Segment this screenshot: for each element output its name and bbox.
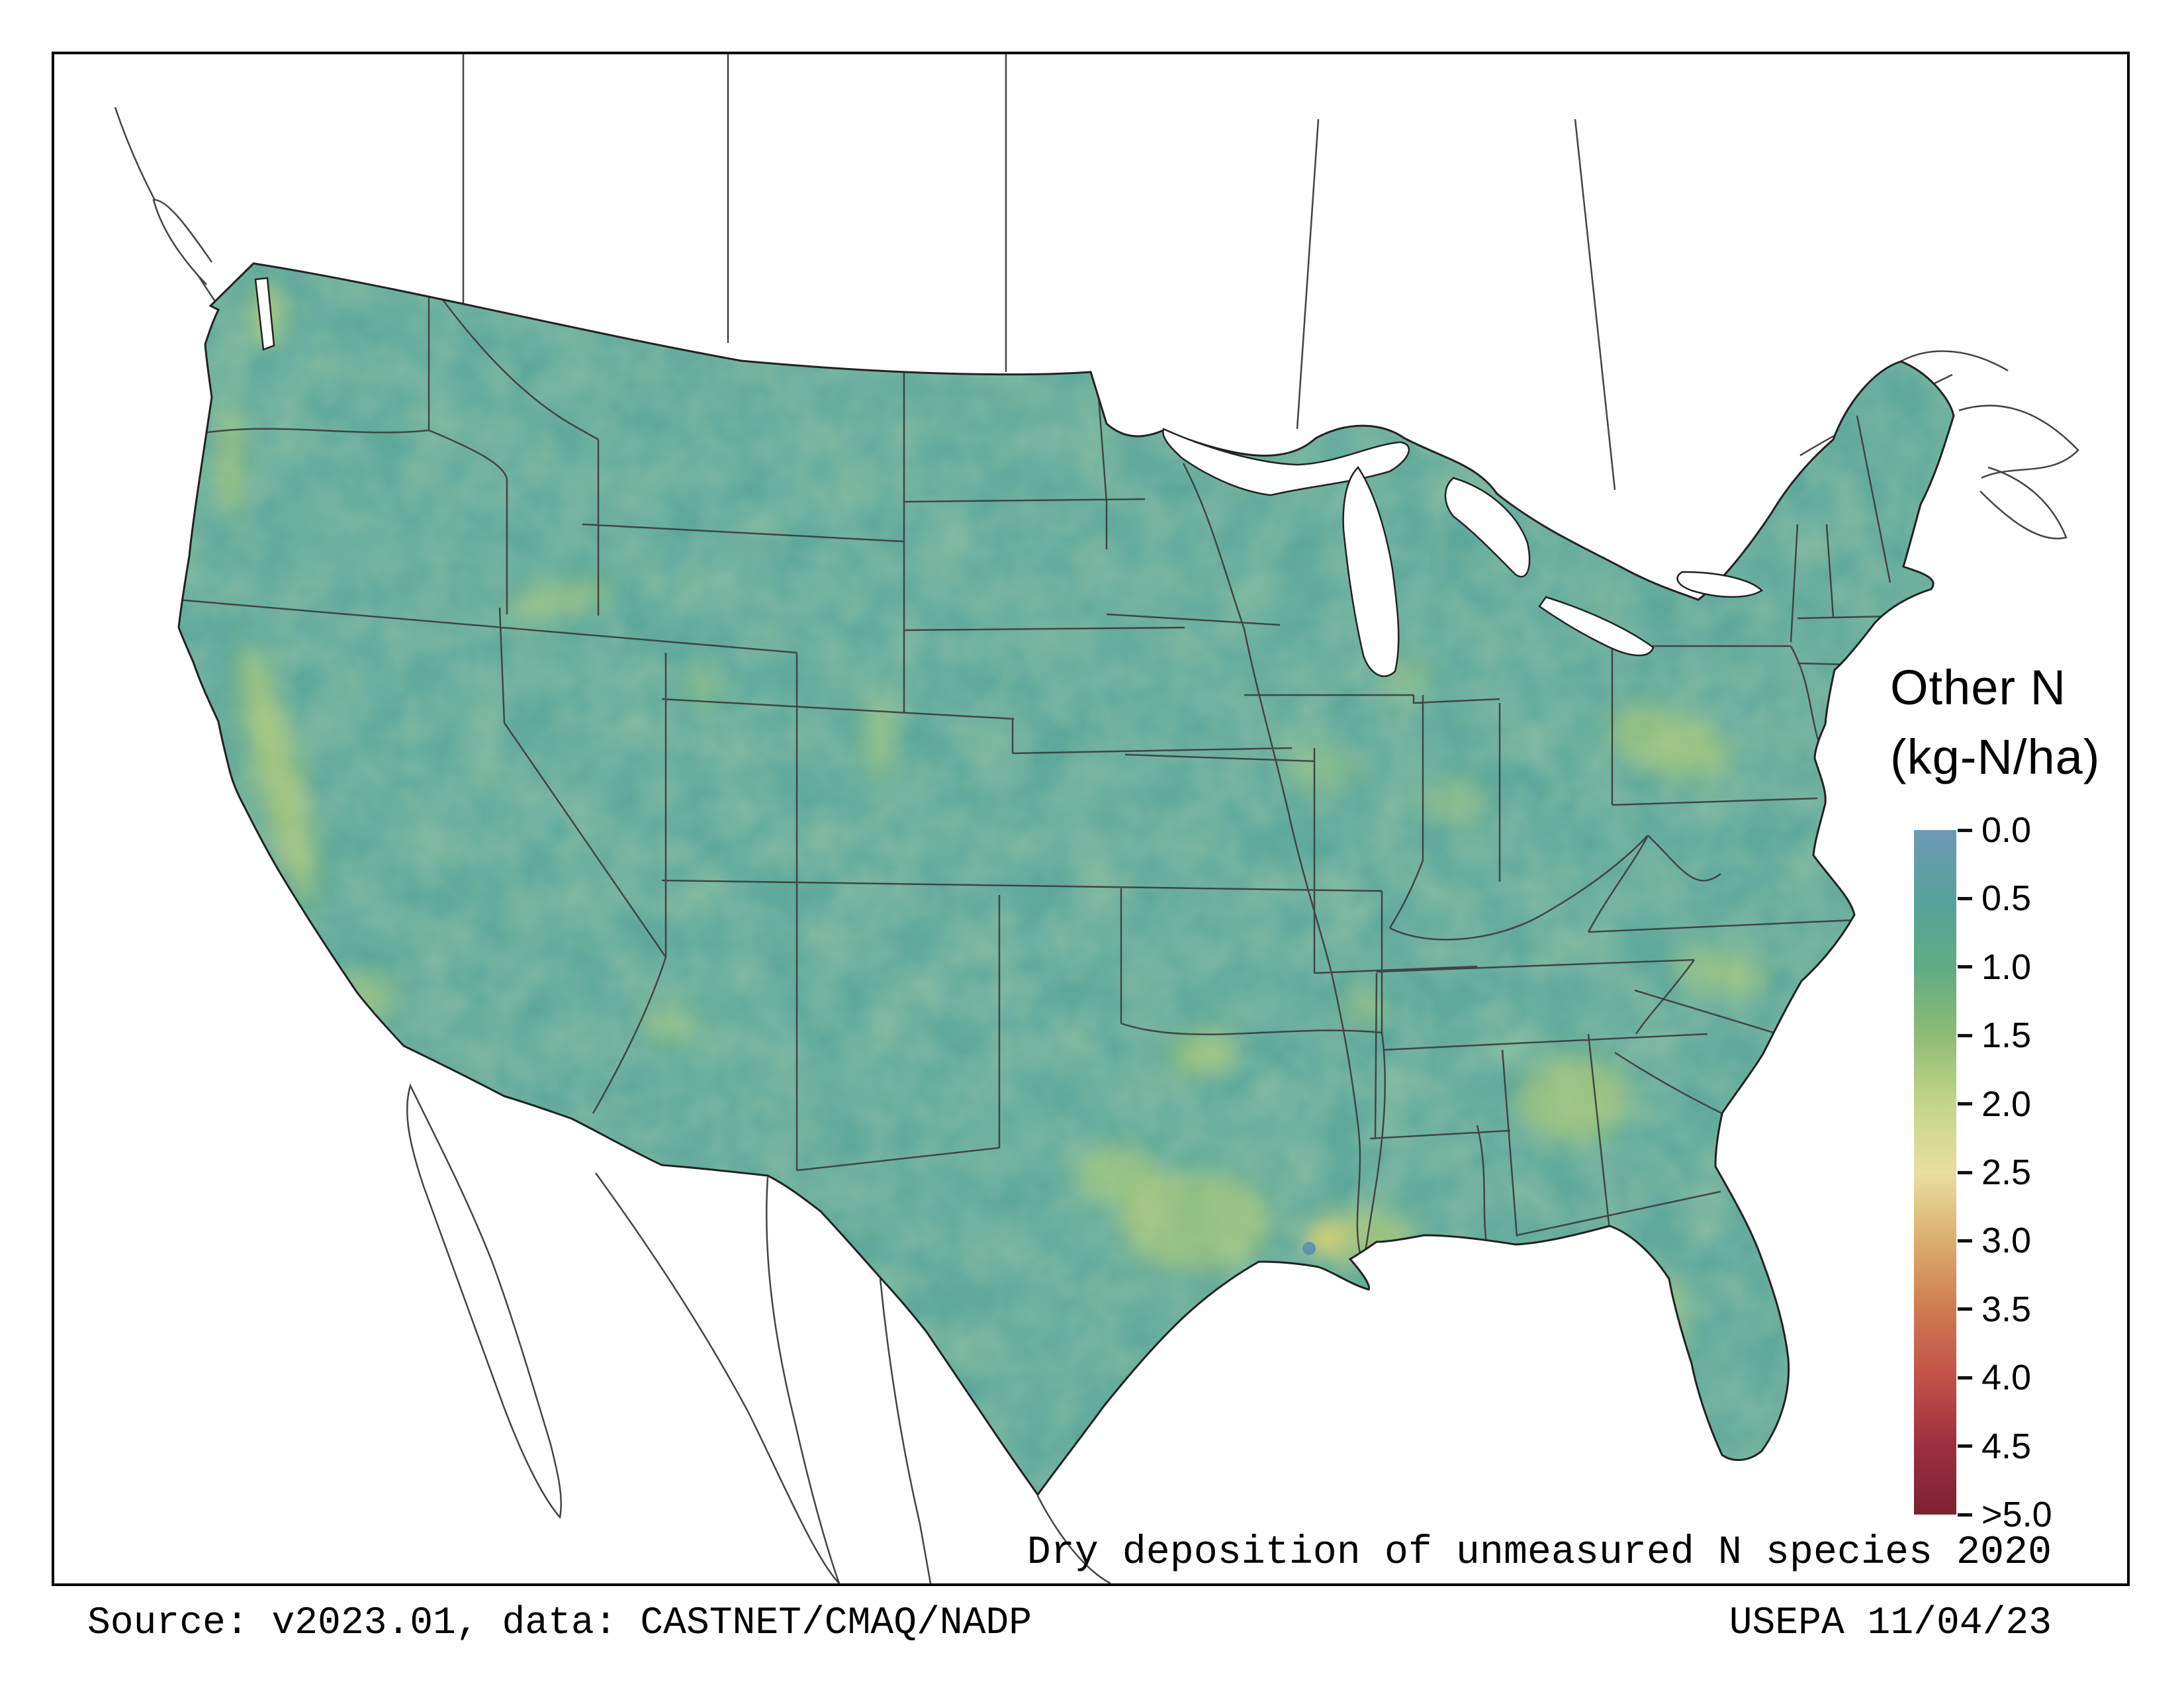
puget-sound — [254, 277, 275, 351]
lake-huron — [1444, 477, 1531, 578]
lake-michigan — [1342, 466, 1400, 677]
tick-label: 0.0 — [1981, 810, 2032, 850]
tick-mark — [1958, 1102, 1972, 1106]
agency-date: USEPA 11/04/23 — [1729, 1602, 2052, 1645]
legend-tick: 4.5 — [1958, 1426, 2032, 1466]
legend-tick: 0.5 — [1958, 878, 2032, 919]
tick-label: 4.5 — [1981, 1426, 2032, 1466]
legend-tick: 2.5 — [1958, 1152, 2032, 1192]
conus-outline — [177, 262, 1955, 1497]
tick-label: 1.0 — [1981, 947, 2032, 987]
tick-mark — [1958, 1307, 1972, 1311]
tick-mark — [1958, 1239, 1972, 1243]
legend-tick: 3.0 — [1958, 1221, 2032, 1261]
tick-mark — [1958, 896, 1972, 900]
source-note: Source: v2023.01, data: CASTNET/CMAQ/NAD… — [87, 1602, 1032, 1645]
tick-mark — [1958, 965, 1972, 969]
legend-tick: 2.0 — [1958, 1084, 2032, 1124]
low-value-pixel — [1302, 1242, 1316, 1255]
tick-mark — [1958, 828, 1972, 832]
tick-label: 1.5 — [1981, 1015, 2032, 1056]
legend-tick: 1.5 — [1958, 1015, 2032, 1056]
lake-ontario — [1676, 571, 1763, 598]
legend-tick: 1.0 — [1958, 947, 2032, 987]
great-lakes — [254, 277, 1763, 677]
colorbar — [1914, 830, 1956, 1515]
tick-mark — [1958, 1513, 1972, 1517]
tick-label: 0.5 — [1981, 878, 2032, 919]
legend-ticks: 0.0 0.5 1.0 1.5 2.0 2.5 3.0 3.5 4.0 4.5 >5.0 — [1958, 810, 2103, 1534]
legend-title-line1: Other N — [1890, 660, 2067, 715]
tick-label: 4.0 — [1981, 1358, 2032, 1398]
legend-tick: >5.0 — [1958, 1495, 2052, 1534]
map-title: Dry deposition of unmeasured N species 2… — [1026, 1530, 2052, 1575]
legend-tick: 3.5 — [1958, 1289, 2032, 1329]
tick-label: 2.5 — [1981, 1152, 2032, 1192]
tick-mark — [1958, 1033, 1972, 1037]
tick-mark — [1958, 1444, 1972, 1448]
lake-superior — [1162, 428, 1410, 496]
tick-label: 2.0 — [1981, 1084, 2032, 1124]
legend-title-line2: (kg-N/ha) — [1890, 729, 2101, 785]
lake-erie — [1538, 596, 1655, 657]
tick-label: 3.5 — [1981, 1289, 2032, 1329]
tick-label: 3.0 — [1981, 1221, 2032, 1261]
state-borders — [179, 265, 1920, 1260]
tick-mark — [1958, 1170, 1972, 1174]
neighbor-country-outlines — [114, 54, 2079, 1583]
legend-tick: 4.0 — [1958, 1358, 2032, 1398]
legend-tick: 0.0 — [1958, 810, 2032, 850]
tick-label: >5.0 — [1981, 1495, 2052, 1534]
legend-title: Other N (kg-N/ha) — [1890, 653, 2100, 792]
tick-mark — [1958, 1376, 1972, 1380]
